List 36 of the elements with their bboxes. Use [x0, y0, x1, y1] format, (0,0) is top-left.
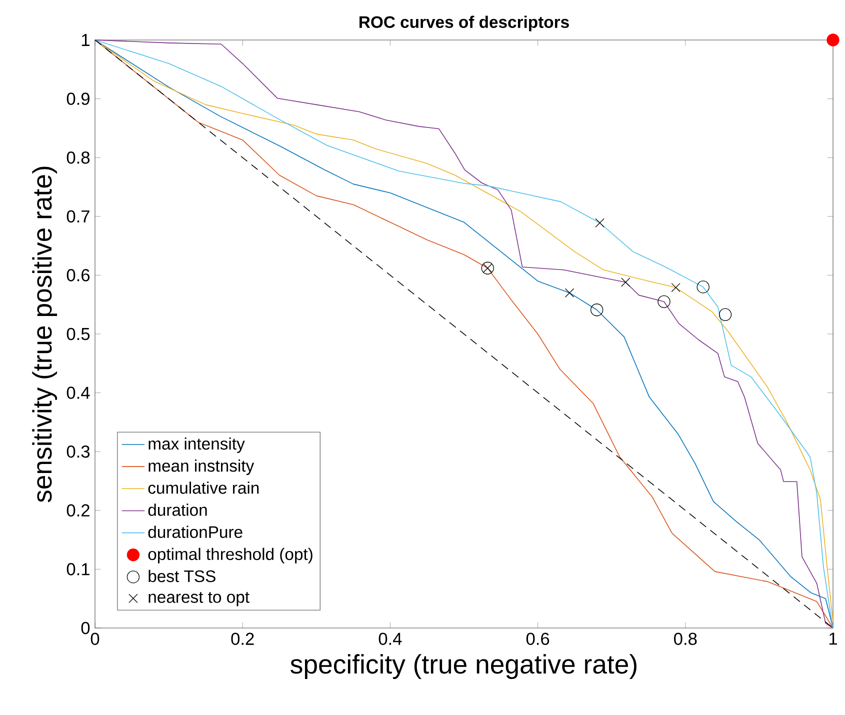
- y-tick-label: 0.5: [66, 328, 90, 340]
- y-tick-label: 0.1: [66, 563, 90, 576]
- legend-label: cumulative rain: [148, 482, 259, 494]
- y-tick-label: 0: [81, 622, 90, 634]
- x-tick-label: 1: [830, 632, 837, 645]
- x-axis-title: specificity (true negative rate): [290, 654, 636, 679]
- point: [718, 308, 732, 321]
- legend-label: max intensity: [148, 437, 245, 453]
- point: [621, 278, 630, 287]
- x-tick-label: 0.4: [378, 632, 402, 645]
- point: [590, 304, 604, 316]
- point: [671, 282, 680, 292]
- x-tick-label: 0.8: [674, 632, 697, 645]
- y-axis-title: sensitivity (true positive rate): [32, 166, 58, 502]
- y-tick-label: 0.6: [66, 269, 90, 282]
- x-tick-label: 0.2: [231, 632, 254, 645]
- legend-label: best TSS: [148, 570, 216, 582]
- point: [658, 295, 670, 308]
- y-tick-label: 1: [82, 34, 90, 46]
- point: [595, 218, 604, 228]
- legend-label: duration: [148, 504, 207, 516]
- legend-label: durationPure: [148, 526, 242, 538]
- y-tick-label: 0.4: [66, 386, 90, 399]
- y-tick-label: 0.3: [66, 445, 90, 458]
- y-tick-label: 0.8: [66, 151, 90, 164]
- y-tick-label: 0.2: [66, 504, 90, 517]
- x-tick-label: 0.6: [526, 632, 550, 645]
- legend-label: mean instnsity: [148, 460, 254, 476]
- point: [696, 280, 710, 294]
- y-tick-label: 0.9: [66, 92, 90, 105]
- point: [564, 288, 574, 298]
- chart-title: ROC curves of descriptors: [360, 16, 569, 32]
- legend-label: optimal threshold (opt): [148, 548, 312, 564]
- y-tick-label: 0.7: [66, 210, 90, 223]
- x-tick-label: 0: [90, 632, 100, 645]
- legend-label: nearest to opt: [148, 592, 250, 606]
